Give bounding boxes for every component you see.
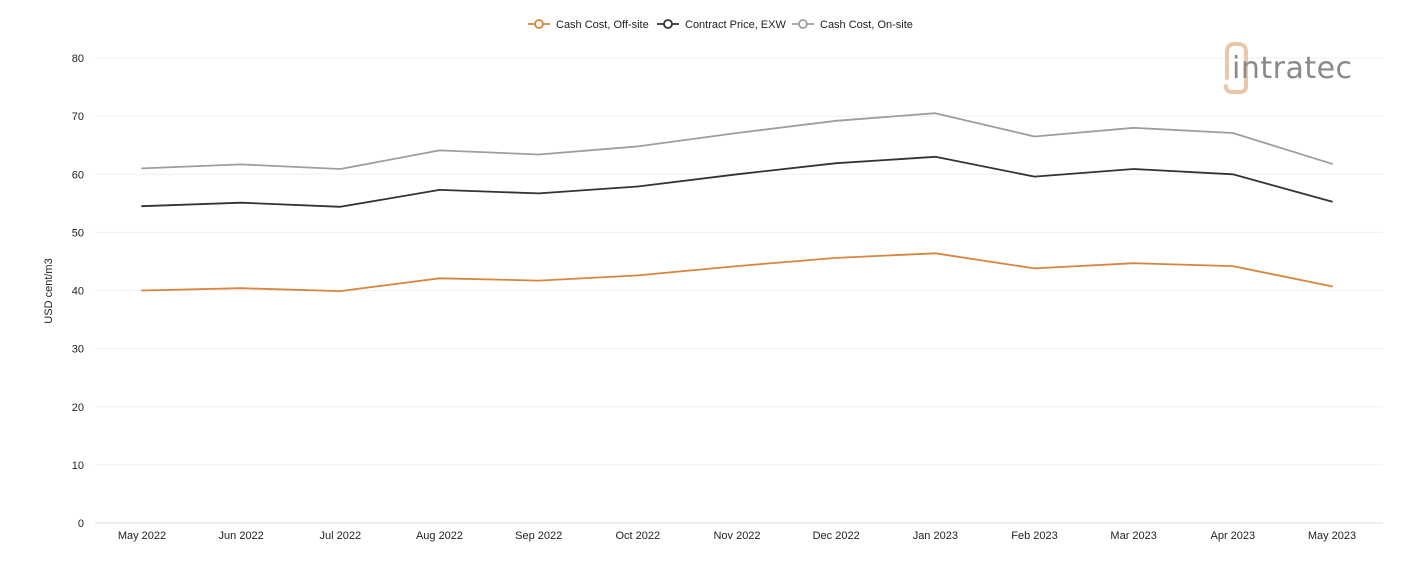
- logo-mark: [1224, 42, 1248, 94]
- y-tick-label: 0: [78, 518, 84, 530]
- x-tick-label: Mar 2023: [1110, 530, 1156, 542]
- x-tick-label: May 2022: [118, 530, 166, 542]
- y-tick-label: 40: [72, 286, 84, 298]
- legend-swatch-marker: [798, 19, 808, 29]
- y-axis: 0 10 20 30 40 50 60 70 80: [72, 53, 84, 530]
- y-axis-label: USD cent/m3: [43, 258, 55, 323]
- legend-item-2[interactable]: Contract Price, EXW: [657, 19, 786, 31]
- series-line-2: [141, 155, 1333, 208]
- x-tick-label: Dec 2022: [813, 530, 860, 542]
- y-tick-label: 80: [72, 53, 84, 65]
- legend-item-1[interactable]: Cash Cost, Off-site: [528, 19, 649, 31]
- x-tick-label: Apr 2023: [1211, 530, 1256, 542]
- y-tick-label: 60: [72, 169, 84, 181]
- x-tick-label: Jan 2023: [913, 530, 958, 542]
- grid: [95, 57, 1383, 524]
- x-tick-label: Jul 2022: [320, 530, 362, 542]
- x-tick-label: Jun 2022: [219, 530, 264, 542]
- series-line-1: [141, 252, 1333, 293]
- intratec-logo: intratec: [1224, 42, 1353, 94]
- x-tick-label: Feb 2023: [1011, 530, 1057, 542]
- legend-label: Cash Cost, On-site: [820, 19, 913, 31]
- y-tick-label: 50: [72, 227, 84, 239]
- x-tick-label: Nov 2022: [713, 530, 760, 542]
- x-tick-label: May 2023: [1308, 530, 1356, 542]
- y-tick-label: 30: [72, 344, 84, 356]
- series-lines: [141, 112, 1333, 293]
- series-line-3: [141, 112, 1333, 170]
- legend-label: Contract Price, EXW: [685, 19, 786, 31]
- x-tick-label: Sep 2022: [515, 530, 562, 542]
- legend[interactable]: Cash Cost, Off-site Contract Price, EXW Ca…: [528, 19, 913, 31]
- y-tick-label: 70: [72, 111, 84, 123]
- legend-item-3[interactable]: Cash Cost, On-site: [792, 19, 913, 31]
- logo-text: intratec: [1232, 51, 1353, 86]
- legend-label: Cash Cost, Off-site: [556, 19, 649, 31]
- y-tick-label: 10: [72, 460, 84, 472]
- x-axis: May 2022 Jun 2022 Jul 2022 Aug 2022 Sep 2022…: [118, 530, 1356, 542]
- legend-swatch-marker: [534, 19, 544, 29]
- y-tick-label: 20: [72, 402, 84, 414]
- legend-swatch-marker: [663, 19, 673, 29]
- x-tick-label: Aug 2022: [416, 530, 463, 542]
- x-tick-label: Oct 2022: [616, 530, 661, 542]
